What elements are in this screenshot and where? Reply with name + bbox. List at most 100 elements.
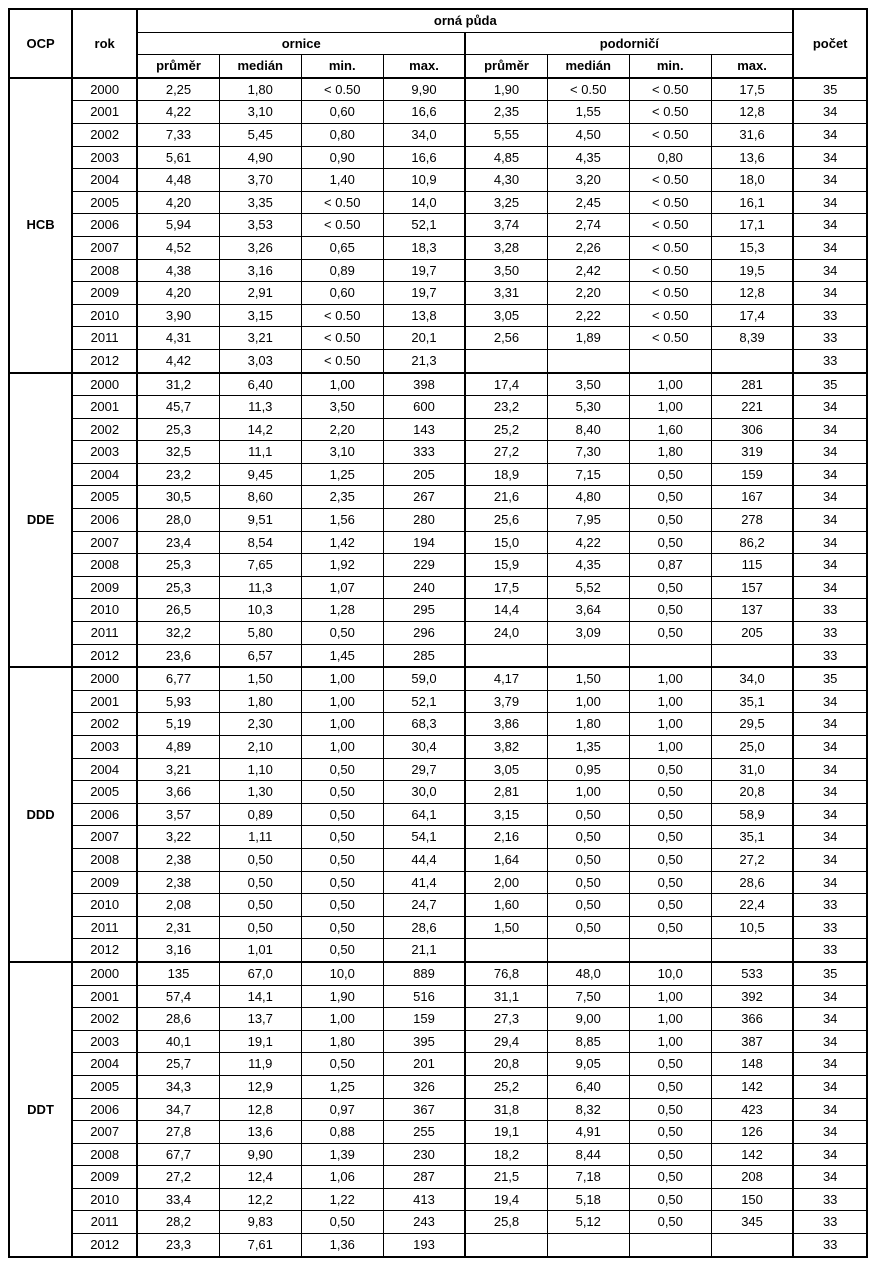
cell-ornice-prumer: 4,89 [137, 736, 219, 759]
cell-ornice-prumer: 25,3 [137, 418, 219, 441]
table-row: 20123,161,010,5021,133 [9, 939, 867, 962]
cell-ornice-max: 280 [383, 509, 465, 532]
cell-ornice-prumer: 28,2 [137, 1211, 219, 1234]
cell-ornice-prumer: 25,3 [137, 576, 219, 599]
cell-ornice-median: 13,7 [219, 1008, 301, 1031]
cell-podornici-min: 0,50 [629, 916, 711, 939]
cell-rok: 2009 [72, 576, 137, 599]
cell-podornici-max: 150 [711, 1188, 793, 1211]
cell-ornice-median: 8,60 [219, 486, 301, 509]
header-orna-puda: orná půda [137, 9, 793, 32]
header-ornice-min: min. [301, 55, 383, 78]
cell-pocet: 33 [793, 622, 867, 645]
cell-ornice-prumer: 4,31 [137, 327, 219, 350]
cell-rok: 2005 [72, 1075, 137, 1098]
cell-ornice-prumer: 2,31 [137, 916, 219, 939]
cell-ornice-min: 1,28 [301, 599, 383, 622]
table-row: 200530,58,602,3526721,64,800,5016734 [9, 486, 867, 509]
table-row: 200228,613,71,0015927,39,001,0036634 [9, 1008, 867, 1031]
cell-podornici-max: 22,4 [711, 894, 793, 917]
cell-podornici-min [629, 644, 711, 667]
cell-ornice-median: 13,6 [219, 1121, 301, 1144]
cell-ornice-prumer: 33,4 [137, 1188, 219, 1211]
cell-pocet: 34 [793, 1008, 867, 1031]
cell-ornice-max: 295 [383, 599, 465, 622]
cell-ornice-prumer: 2,38 [137, 871, 219, 894]
cell-pocet: 34 [793, 713, 867, 736]
cell-podornici-median: 5,52 [547, 576, 629, 599]
cell-ornice-min: < 0.50 [301, 327, 383, 350]
cell-ornice-max: 24,7 [383, 894, 465, 917]
cell-ornice-prumer: 5,93 [137, 690, 219, 713]
cell-ornice-min: < 0.50 [301, 349, 383, 372]
table-row: 200723,48,541,4219415,04,220,5086,234 [9, 531, 867, 554]
cell-pocet: 35 [793, 962, 867, 985]
cell-ornice-median: 1,11 [219, 826, 301, 849]
cell-rok: 2010 [72, 599, 137, 622]
cell-rok: 2002 [72, 418, 137, 441]
cell-podornici-median: 7,15 [547, 463, 629, 486]
cell-podornici-prumer: 1,64 [465, 848, 547, 871]
cell-podornici-min: 0,50 [629, 576, 711, 599]
cell-podornici-prumer: 17,4 [465, 373, 547, 396]
cell-podornici-min: 0,50 [629, 826, 711, 849]
cell-podornici-min: 1,00 [629, 736, 711, 759]
cell-rok: 2001 [72, 985, 137, 1008]
cell-pocet: 34 [793, 282, 867, 305]
cell-ornice-median: 1,30 [219, 781, 301, 804]
cell-pocet: 33 [793, 894, 867, 917]
table-row: 20102,080,500,5024,71,600,500,5022,433 [9, 894, 867, 917]
cell-ornice-max: 16,6 [383, 146, 465, 169]
cell-ornice-prumer: 28,6 [137, 1008, 219, 1031]
cell-ornice-median: 3,26 [219, 236, 301, 259]
cell-ornice-prumer: 23,2 [137, 463, 219, 486]
cell-ornice-min: 0,90 [301, 146, 383, 169]
cell-ornice-prumer: 40,1 [137, 1030, 219, 1053]
cell-ornice-min: 0,89 [301, 259, 383, 282]
cell-ornice-median: 5,80 [219, 622, 301, 645]
cell-rok: 2004 [72, 169, 137, 192]
cell-pocet: 34 [793, 1121, 867, 1144]
cell-podornici-prumer: 31,8 [465, 1098, 547, 1121]
cell-rok: 2006 [72, 803, 137, 826]
cell-ornice-median: 3,21 [219, 327, 301, 350]
cell-ornice-min: 10,0 [301, 962, 383, 985]
cell-ornice-max: 14,0 [383, 191, 465, 214]
cell-ornice-max: 30,0 [383, 781, 465, 804]
cell-ornice-median: 12,9 [219, 1075, 301, 1098]
cell-ornice-min: 2,20 [301, 418, 383, 441]
cell-rok: 2001 [72, 690, 137, 713]
cell-ornice-prumer: 7,33 [137, 123, 219, 146]
cell-rok: 2003 [72, 441, 137, 464]
cell-ornice-min: 1,90 [301, 985, 383, 1008]
cell-podornici-max: 35,1 [711, 690, 793, 713]
cell-ornice-prumer: 5,19 [137, 713, 219, 736]
cell-ornice-median: 12,2 [219, 1188, 301, 1211]
cell-ornice-max: 19,7 [383, 259, 465, 282]
cell-ornice-max: 413 [383, 1188, 465, 1211]
cell-ornice-max: 29,7 [383, 758, 465, 781]
cell-ornice-max: 13,8 [383, 304, 465, 327]
cell-podornici-median [547, 644, 629, 667]
cell-ornice-prumer: 3,57 [137, 803, 219, 826]
cell-ornice-max: 54,1 [383, 826, 465, 849]
cell-rok: 2002 [72, 713, 137, 736]
cell-ornice-median: 3,70 [219, 169, 301, 192]
cell-podornici-max: 31,0 [711, 758, 793, 781]
cell-ornice-prumer: 25,7 [137, 1053, 219, 1076]
cell-ornice-prumer: 4,20 [137, 282, 219, 305]
cell-podornici-min: 1,00 [629, 396, 711, 419]
cell-podornici-min: < 0.50 [629, 327, 711, 350]
cell-podornici-median: 1,55 [547, 101, 629, 124]
table-row: 201128,29,830,5024325,85,120,5034533 [9, 1211, 867, 1234]
header-podornici-median: medián [547, 55, 629, 78]
cell-rok: 2004 [72, 758, 137, 781]
cell-podornici-median: 3,09 [547, 622, 629, 645]
cell-podornici-min: < 0.50 [629, 282, 711, 305]
table-row: 200727,813,60,8825519,14,910,5012634 [9, 1121, 867, 1144]
table-row: 200925,311,31,0724017,55,520,5015734 [9, 576, 867, 599]
cell-ornice-max: 68,3 [383, 713, 465, 736]
table-row: 200332,511,13,1033327,27,301,8031934 [9, 441, 867, 464]
cell-ornice-min: 1,56 [301, 509, 383, 532]
cell-podornici-prumer: 3,74 [465, 214, 547, 237]
